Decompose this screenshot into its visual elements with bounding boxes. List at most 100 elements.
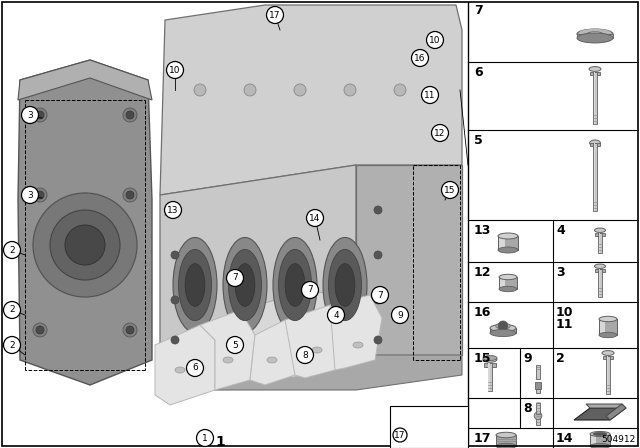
Ellipse shape <box>590 444 610 448</box>
Text: 3: 3 <box>27 190 33 199</box>
Ellipse shape <box>496 323 510 329</box>
Bar <box>590 143 600 146</box>
Bar <box>591 434 596 446</box>
Circle shape <box>33 108 47 122</box>
Bar <box>488 363 490 391</box>
Polygon shape <box>160 165 356 355</box>
Circle shape <box>392 306 408 323</box>
Ellipse shape <box>328 250 362 321</box>
Ellipse shape <box>235 263 255 306</box>
Circle shape <box>227 336 243 353</box>
Bar <box>490 328 516 333</box>
Text: 4: 4 <box>333 310 339 319</box>
Bar <box>577 34 613 38</box>
Bar <box>590 434 610 446</box>
Circle shape <box>196 430 214 447</box>
Ellipse shape <box>595 264 605 268</box>
Circle shape <box>394 84 406 96</box>
Ellipse shape <box>498 233 518 239</box>
Circle shape <box>123 323 137 337</box>
Ellipse shape <box>173 237 217 332</box>
Circle shape <box>50 210 120 280</box>
Circle shape <box>266 7 284 23</box>
Bar <box>599 233 600 253</box>
Text: 6: 6 <box>474 66 483 79</box>
Circle shape <box>186 359 204 376</box>
Bar <box>600 319 605 335</box>
Text: 7: 7 <box>232 273 238 283</box>
Circle shape <box>126 326 134 334</box>
Bar <box>499 236 505 250</box>
Ellipse shape <box>179 250 211 321</box>
Circle shape <box>328 306 344 323</box>
Text: 16: 16 <box>414 53 426 63</box>
Circle shape <box>3 336 20 353</box>
Ellipse shape <box>499 274 517 280</box>
Text: 2: 2 <box>556 352 564 365</box>
Ellipse shape <box>498 247 518 253</box>
Circle shape <box>171 296 179 304</box>
Circle shape <box>33 188 47 202</box>
Circle shape <box>344 84 356 96</box>
Circle shape <box>426 31 444 48</box>
Ellipse shape <box>431 443 449 448</box>
Ellipse shape <box>267 357 277 363</box>
Ellipse shape <box>589 67 601 71</box>
Text: 10: 10 <box>556 306 573 319</box>
Polygon shape <box>330 295 382 370</box>
Ellipse shape <box>483 356 497 361</box>
Polygon shape <box>160 5 462 195</box>
Text: 504912: 504912 <box>602 435 636 444</box>
Text: 2: 2 <box>9 340 15 349</box>
Bar <box>606 356 610 394</box>
Circle shape <box>374 206 382 214</box>
Circle shape <box>164 202 182 219</box>
Circle shape <box>307 210 323 227</box>
Text: 2: 2 <box>9 246 15 254</box>
Polygon shape <box>574 408 626 420</box>
Circle shape <box>442 181 458 198</box>
Ellipse shape <box>602 351 614 355</box>
Text: 13: 13 <box>167 206 179 215</box>
Bar <box>536 403 540 414</box>
Circle shape <box>374 336 382 344</box>
Circle shape <box>412 49 429 66</box>
Bar <box>499 277 517 289</box>
Bar <box>593 72 597 124</box>
Ellipse shape <box>223 237 267 332</box>
Text: 14: 14 <box>309 214 321 223</box>
Polygon shape <box>250 320 300 385</box>
Bar <box>593 143 597 211</box>
Bar <box>498 236 518 250</box>
Bar <box>593 143 595 211</box>
Ellipse shape <box>599 332 617 338</box>
Text: 6: 6 <box>192 363 198 372</box>
Text: 7: 7 <box>307 285 313 294</box>
Bar <box>390 406 468 448</box>
Circle shape <box>36 326 44 334</box>
Polygon shape <box>200 310 255 390</box>
Text: 4: 4 <box>556 224 564 237</box>
Text: 17: 17 <box>269 10 281 20</box>
Bar <box>603 356 613 359</box>
Text: 7: 7 <box>474 4 483 17</box>
Ellipse shape <box>599 316 617 322</box>
Polygon shape <box>606 404 626 420</box>
Circle shape <box>123 188 137 202</box>
Text: 3: 3 <box>556 266 564 279</box>
Circle shape <box>126 191 134 199</box>
Text: 10: 10 <box>429 35 441 44</box>
Text: 9: 9 <box>523 352 532 365</box>
Circle shape <box>33 323 47 337</box>
Ellipse shape <box>579 29 611 37</box>
Ellipse shape <box>589 140 600 146</box>
Ellipse shape <box>312 347 322 353</box>
Bar <box>593 72 595 124</box>
Text: 7: 7 <box>377 290 383 300</box>
Circle shape <box>171 206 179 214</box>
Text: 10: 10 <box>169 65 180 74</box>
Bar <box>431 435 449 445</box>
Polygon shape <box>240 290 360 380</box>
Circle shape <box>171 251 179 259</box>
Ellipse shape <box>335 263 355 306</box>
